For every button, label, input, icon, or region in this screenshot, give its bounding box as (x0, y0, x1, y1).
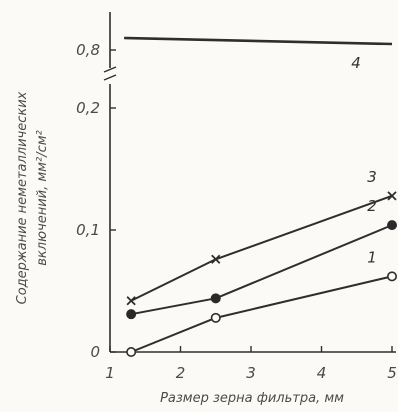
ticks: 0 0,1 0,2 0,8 1 2 3 4 5 (76, 41, 397, 382)
x-tick-label: 3 (246, 364, 256, 382)
series-line-4 (124, 36, 393, 46)
curve-label-4: 4 (351, 54, 361, 72)
series-lines (124, 36, 397, 357)
x-tick-label: 1 (105, 364, 115, 382)
x-tick-label: 5 (387, 364, 397, 382)
curve-label-3: 3 (367, 168, 377, 186)
y-axis-title-line-2: включений, мм²/см² (35, 130, 50, 265)
x-tick-label: 4 (317, 364, 327, 382)
data-point-open-circle (210, 312, 221, 323)
data-point-filled-circle (126, 309, 137, 320)
curve-labels: 1 2 3 4 (351, 54, 377, 266)
y-tick-label: 0,1 (76, 221, 100, 239)
data-point-cross (387, 191, 397, 201)
curve-label-2: 2 (367, 197, 377, 215)
axes (103, 12, 396, 353)
y-axis-break-mark (103, 66, 117, 73)
data-point-open-circle (386, 271, 397, 282)
data-point-open-circle (126, 346, 137, 357)
data-point-filled-circle (387, 220, 397, 231)
y-tick-label: 0,8 (76, 41, 100, 59)
y-axis-title-line-1: Содержание неметаллических (15, 91, 30, 304)
y-tick-label: 0 (90, 343, 100, 361)
curve-label-1: 1 (367, 248, 377, 266)
series-line-1 (130, 275, 393, 353)
data-point-filled-circle (210, 293, 221, 304)
x-tick-label: 2 (176, 364, 186, 382)
data-point-cross (126, 296, 136, 306)
series-line-2 (130, 224, 393, 316)
data-point-cross (211, 254, 221, 264)
x-axis-title: Размер зерна фильтра, мм (160, 391, 344, 406)
y-tick-label: 0,2 (76, 99, 100, 117)
y-axis-break-mark (103, 74, 117, 81)
